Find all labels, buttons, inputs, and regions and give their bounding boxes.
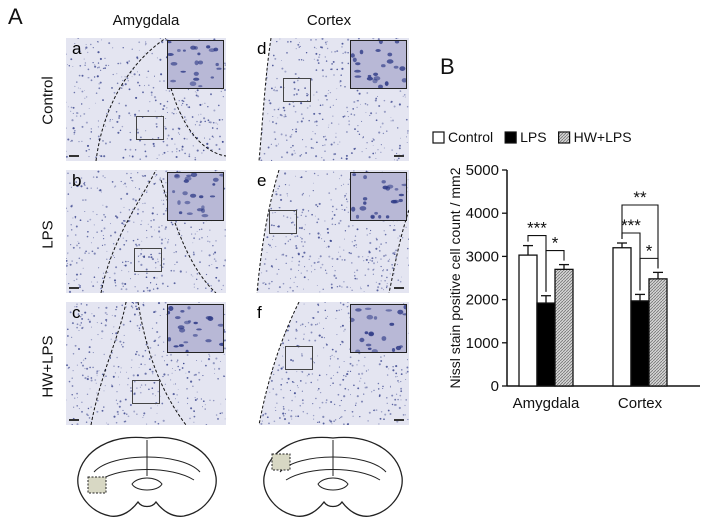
x-tick-label: Amygdala [513, 395, 580, 412]
micrograph-cortex-hw-lps: f [249, 302, 409, 425]
legend-swatch [432, 131, 445, 144]
scale-bar [69, 155, 79, 157]
magnified-inset [350, 304, 407, 353]
subpanel-letter-b: b [72, 171, 82, 190]
legend-swatch [504, 131, 517, 144]
region-boundary [249, 170, 409, 293]
region-boundary [90, 302, 187, 425]
legend-label: LPS [520, 129, 546, 145]
micrograph-amygdala-lps: b [66, 170, 226, 293]
row-label-control: Control [39, 76, 57, 125]
micrograph-texture [66, 302, 226, 425]
region-boundary [249, 302, 300, 425]
y-tick-label: 1000 [466, 335, 499, 352]
significance-bracket [545, 250, 565, 292]
y-tick-label: 4000 [466, 205, 499, 222]
scale-bar [394, 419, 404, 421]
y-axis-label: Nissl stain positive cell count / mm2 [447, 167, 463, 388]
column-title-amygdala: Amygdala [112, 12, 180, 29]
magnified-inset [350, 40, 407, 89]
magnified-inset [167, 40, 224, 89]
significance-label: * [646, 241, 653, 260]
subpanel-letter-a: a [72, 39, 82, 58]
region-boundary [249, 38, 272, 161]
bar-cortex-lps [630, 300, 650, 387]
chart-legend: Control LPS HW+LPS [432, 129, 632, 145]
roi-box [136, 116, 164, 140]
row-label-hw-lps: HW+LPS [39, 335, 57, 398]
magnified-inset [350, 172, 407, 221]
scale-bar [394, 155, 404, 157]
y-tick-label: 3000 [466, 248, 499, 265]
scale-bar [69, 419, 79, 421]
y-tick-label: 5000 [466, 162, 499, 179]
micrograph-amygdala-control: a [66, 38, 226, 161]
legend-label: Control [448, 129, 493, 145]
scale-bar [394, 287, 404, 289]
bar-amygdala-lps [536, 302, 556, 387]
subpanel-letter-c: c [72, 303, 81, 322]
significance-label: *** [621, 216, 641, 235]
legend-label: HW+LPS [574, 129, 632, 145]
bar-chart: Control LPS HW+LPS Nissl stain positive ce… [432, 129, 700, 412]
magnified-inset [167, 304, 224, 353]
bar-amygdala-control [518, 254, 538, 387]
magnified-inset [167, 172, 224, 221]
bar-cortex-control [612, 247, 632, 387]
panel-a-label: A [8, 4, 23, 29]
row-label-lps: LPS [39, 220, 57, 249]
column-title-cortex: Cortex [306, 12, 352, 29]
bar-amygdala-hw-lps [554, 268, 574, 387]
subpanel-letter-f: f [257, 303, 262, 322]
significance-label: ** [633, 188, 647, 207]
y-tick-label: 2000 [466, 292, 499, 309]
significance-bracket [621, 204, 659, 269]
roi-box [134, 248, 162, 272]
region-boundary [100, 170, 217, 293]
significance-label: * [552, 234, 559, 253]
x-tick-label: Cortex [618, 395, 663, 412]
bar-cortex-hw-lps [648, 278, 668, 387]
micrograph-amygdala-hw-lps: c [66, 302, 226, 425]
micrograph-cortex-lps: e [249, 170, 409, 293]
y-tick-label: 0 [491, 378, 499, 395]
scale-bar [69, 287, 79, 289]
panel-b-label: B [440, 54, 455, 79]
micrograph-cortex-control: d [249, 38, 409, 161]
subpanel-letter-d: d [257, 39, 267, 58]
roi-box [283, 78, 311, 102]
region-boundary [95, 38, 226, 161]
significance-label: *** [527, 219, 547, 238]
legend-swatch [558, 131, 571, 144]
roi-box [132, 380, 160, 404]
brain-schematic-amygdala [77, 436, 217, 517]
roi-box [269, 210, 297, 234]
roi-box [285, 346, 313, 370]
brain-schematic-cortex [263, 436, 403, 517]
subpanel-letter-e: e [257, 171, 267, 190]
